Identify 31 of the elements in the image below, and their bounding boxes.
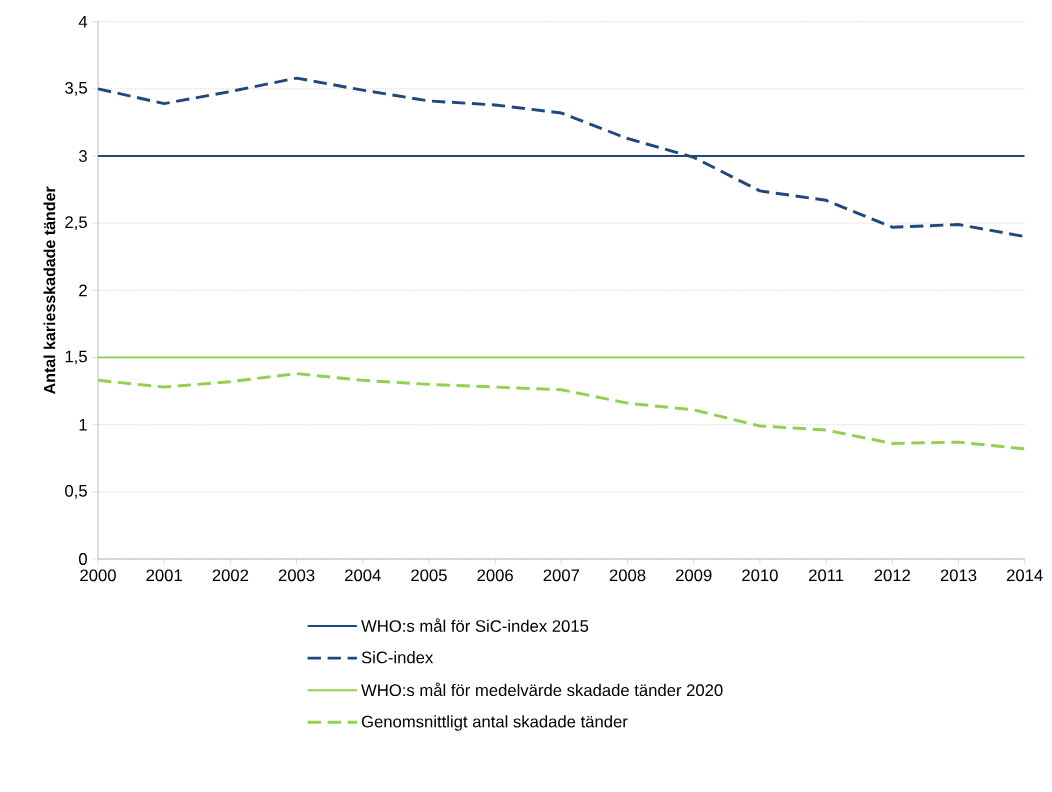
y-tick-label: 3,5 [65, 81, 87, 96]
y-tick-label: 0 [78, 553, 87, 565]
y-tick-label: 1,5 [65, 350, 87, 365]
x-tick-label: 2011 [809, 569, 844, 582]
y-tick-label: 0,5 [65, 484, 87, 499]
x-tick-label: 2003 [278, 569, 315, 582]
x-tick-label: 2010 [742, 569, 778, 582]
x-tick-label: 2000 [80, 569, 116, 582]
y-tick-label: 3 [78, 150, 87, 162]
y-tick-label: 1 [79, 418, 87, 431]
x-tick-label: 2007 [543, 569, 580, 582]
x-tick-label: 2002 [212, 569, 249, 582]
x-tick-label: 2012 [874, 569, 910, 582]
y-tick-label: 4 [78, 15, 88, 28]
legend-label: Genomsnittligt antal skadade tänder [361, 715, 628, 731]
x-tick-label: 2004 [345, 569, 381, 582]
line-series [98, 372, 1025, 451]
x-tick-label: 2014 [1006, 569, 1043, 582]
x-tick-label: 2006 [477, 569, 513, 582]
y-axis-title: Antal kariesskadade tänder [43, 186, 56, 394]
x-tick-label: 2001 [146, 569, 182, 582]
legend-label: WHO:s mål för SiC-index 2015 [361, 618, 589, 632]
x-tick-label: 2008 [609, 569, 646, 582]
y-tick-label: 2,5 [65, 216, 87, 231]
x-tick-label: 2005 [411, 569, 447, 582]
x-tick-label: 2013 [940, 569, 977, 582]
y-tick-label: 2 [79, 284, 87, 297]
line-series [98, 76, 1025, 239]
legend-label: WHO:s mål för medelvärde skadade tänder 2020 [361, 682, 723, 697]
x-tick-label: 2009 [676, 569, 712, 582]
legend-label: SiC-index [361, 651, 434, 664]
